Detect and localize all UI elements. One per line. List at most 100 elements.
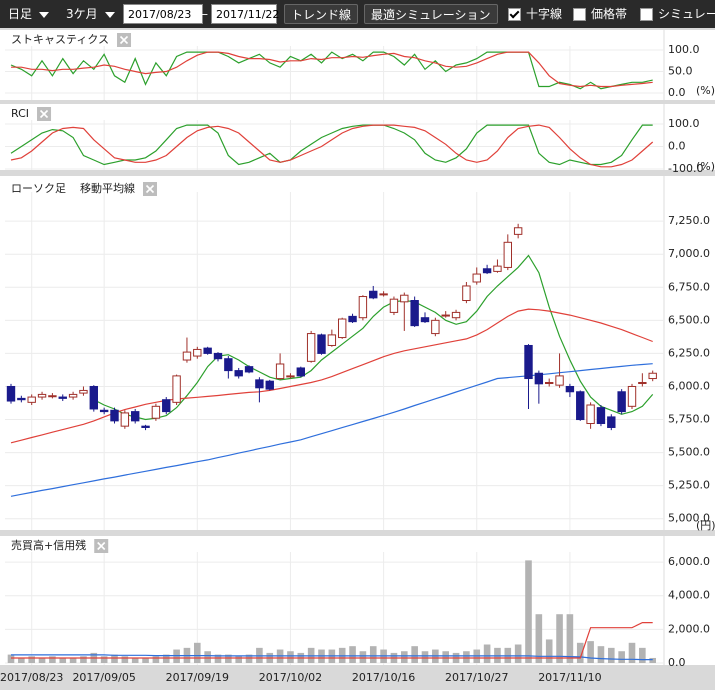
x-tick-label: 2017/11/10 — [538, 671, 601, 684]
candle-body — [348, 315, 357, 323]
panel-title: ストキャスティクス — [11, 33, 109, 46]
plot — [5, 120, 664, 170]
y-tick-label: 2,000.0 — [668, 622, 710, 635]
candle-body — [275, 363, 285, 380]
unit-label: (円) — [696, 519, 715, 532]
candle-body — [286, 375, 295, 378]
candle-body — [617, 391, 626, 413]
candle-body — [131, 411, 140, 422]
candle-body — [182, 351, 192, 361]
candle-body — [37, 393, 47, 398]
bar — [235, 656, 242, 663]
bar — [463, 651, 470, 663]
candle-body — [244, 366, 254, 373]
panel-title: ローソク足 — [11, 182, 66, 195]
y-tick-label: 5,500.0 — [668, 446, 710, 459]
candle-body — [648, 372, 657, 380]
bar — [401, 651, 408, 663]
close-button[interactable] — [143, 182, 157, 196]
close-button[interactable] — [94, 539, 109, 553]
checkbox-box[interactable] — [508, 7, 521, 21]
bar — [245, 654, 253, 663]
checkbox-label: 十字線 — [526, 7, 563, 21]
bar — [69, 657, 77, 663]
bar — [100, 656, 108, 663]
candle-body — [58, 396, 67, 399]
bar — [359, 651, 367, 663]
x-tick-label: 2017/10/27 — [445, 671, 508, 684]
bar — [349, 646, 356, 663]
bar — [18, 657, 25, 663]
candle-body — [524, 344, 533, 380]
bar — [483, 644, 491, 663]
simulation-button[interactable]: 最適シミュレーション — [364, 4, 498, 24]
close-button[interactable] — [37, 107, 52, 121]
bar — [535, 614, 543, 663]
candle-body — [17, 397, 26, 401]
y-tick-label: 5,750.0 — [668, 413, 710, 426]
bar — [111, 654, 118, 663]
y-tick-label: 0.0 — [668, 86, 686, 99]
candle-body — [6, 385, 16, 402]
candle-body — [555, 375, 564, 386]
bar — [28, 656, 35, 663]
period-select[interactable]: 日足 — [2, 4, 54, 24]
bar — [80, 656, 87, 663]
y-tick-label: 100.0 — [668, 43, 700, 56]
bar — [131, 657, 139, 663]
bar — [649, 657, 656, 663]
candle-body — [338, 318, 347, 339]
close-icon — [97, 541, 106, 551]
x-tick-label: 2017/08/23 — [0, 671, 63, 684]
checkbox[interactable]: 十字線 — [508, 4, 562, 24]
start-date-input[interactable]: 2017/08/23 — [123, 4, 203, 24]
candle-body — [89, 385, 98, 410]
line-series — [11, 51, 653, 88]
bar — [162, 654, 170, 663]
plot — [5, 552, 664, 665]
candle-body — [68, 393, 78, 398]
candle-body — [255, 379, 264, 389]
bar — [566, 614, 574, 663]
checkbox[interactable]: シミュレー — [640, 4, 715, 24]
y-tick-label: 6,250.0 — [668, 346, 710, 359]
end-date-input[interactable]: 2017/11/22 — [211, 4, 279, 24]
bar — [556, 614, 563, 663]
bar — [411, 646, 418, 663]
line-series — [93, 254, 654, 421]
bar — [514, 644, 522, 663]
y-tick-label: 6,000.0 — [668, 555, 710, 568]
candle-body — [545, 382, 554, 385]
candle-body — [99, 409, 109, 413]
y-tick-label: 6,750.0 — [668, 280, 710, 293]
candle-body — [172, 375, 181, 403]
checkbox-box[interactable] — [573, 7, 586, 21]
panel-bg — [0, 536, 715, 665]
date-separator: — — [196, 7, 208, 21]
candle-body — [493, 265, 502, 272]
candle-body — [586, 404, 595, 425]
bar — [369, 646, 377, 663]
close-icon — [119, 35, 129, 45]
line-series — [10, 124, 653, 166]
x-tick-label: 2017/10/02 — [259, 671, 322, 684]
candle-body — [410, 300, 419, 327]
checkbox[interactable]: 価格帯 — [573, 4, 627, 24]
candle-body — [451, 311, 461, 319]
toolbar: 日足 3ケ月 2017/08/23 — 2017/11/22 トレンド線 最適シ… — [0, 0, 715, 28]
bar — [608, 647, 615, 663]
candle-body — [120, 412, 130, 427]
panel-subtitle: 移動平均線 — [80, 181, 135, 195]
candle-body — [503, 241, 513, 268]
close-button[interactable] — [117, 33, 132, 47]
range-select[interactable]: 3ケ月 — [60, 4, 118, 24]
y-tick-label: 5,250.0 — [668, 479, 710, 492]
y-tick-label: 6,000.0 — [668, 379, 710, 392]
trendline-button[interactable]: トレンド線 — [284, 4, 359, 24]
bar — [421, 651, 429, 663]
bar — [587, 641, 594, 663]
checkbox-box[interactable] — [640, 7, 653, 21]
candle-body — [213, 352, 223, 360]
bar — [49, 656, 56, 663]
